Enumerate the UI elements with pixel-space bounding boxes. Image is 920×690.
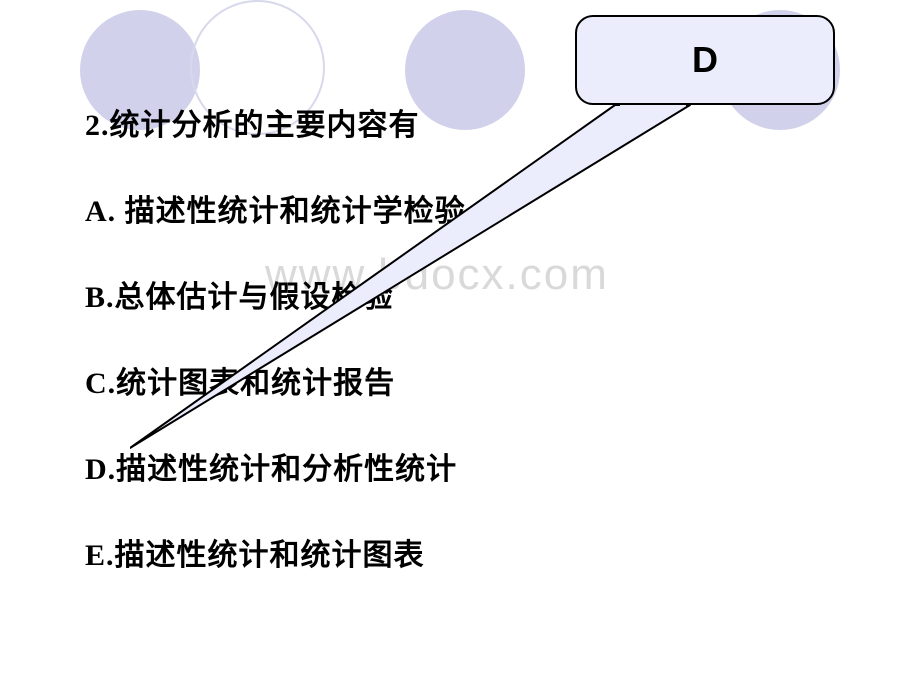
- answer-callout: D: [575, 15, 835, 105]
- option-e: E.描述性统计和统计图表: [85, 530, 920, 574]
- answer-text: D: [692, 39, 718, 81]
- callout-tail: [130, 98, 750, 458]
